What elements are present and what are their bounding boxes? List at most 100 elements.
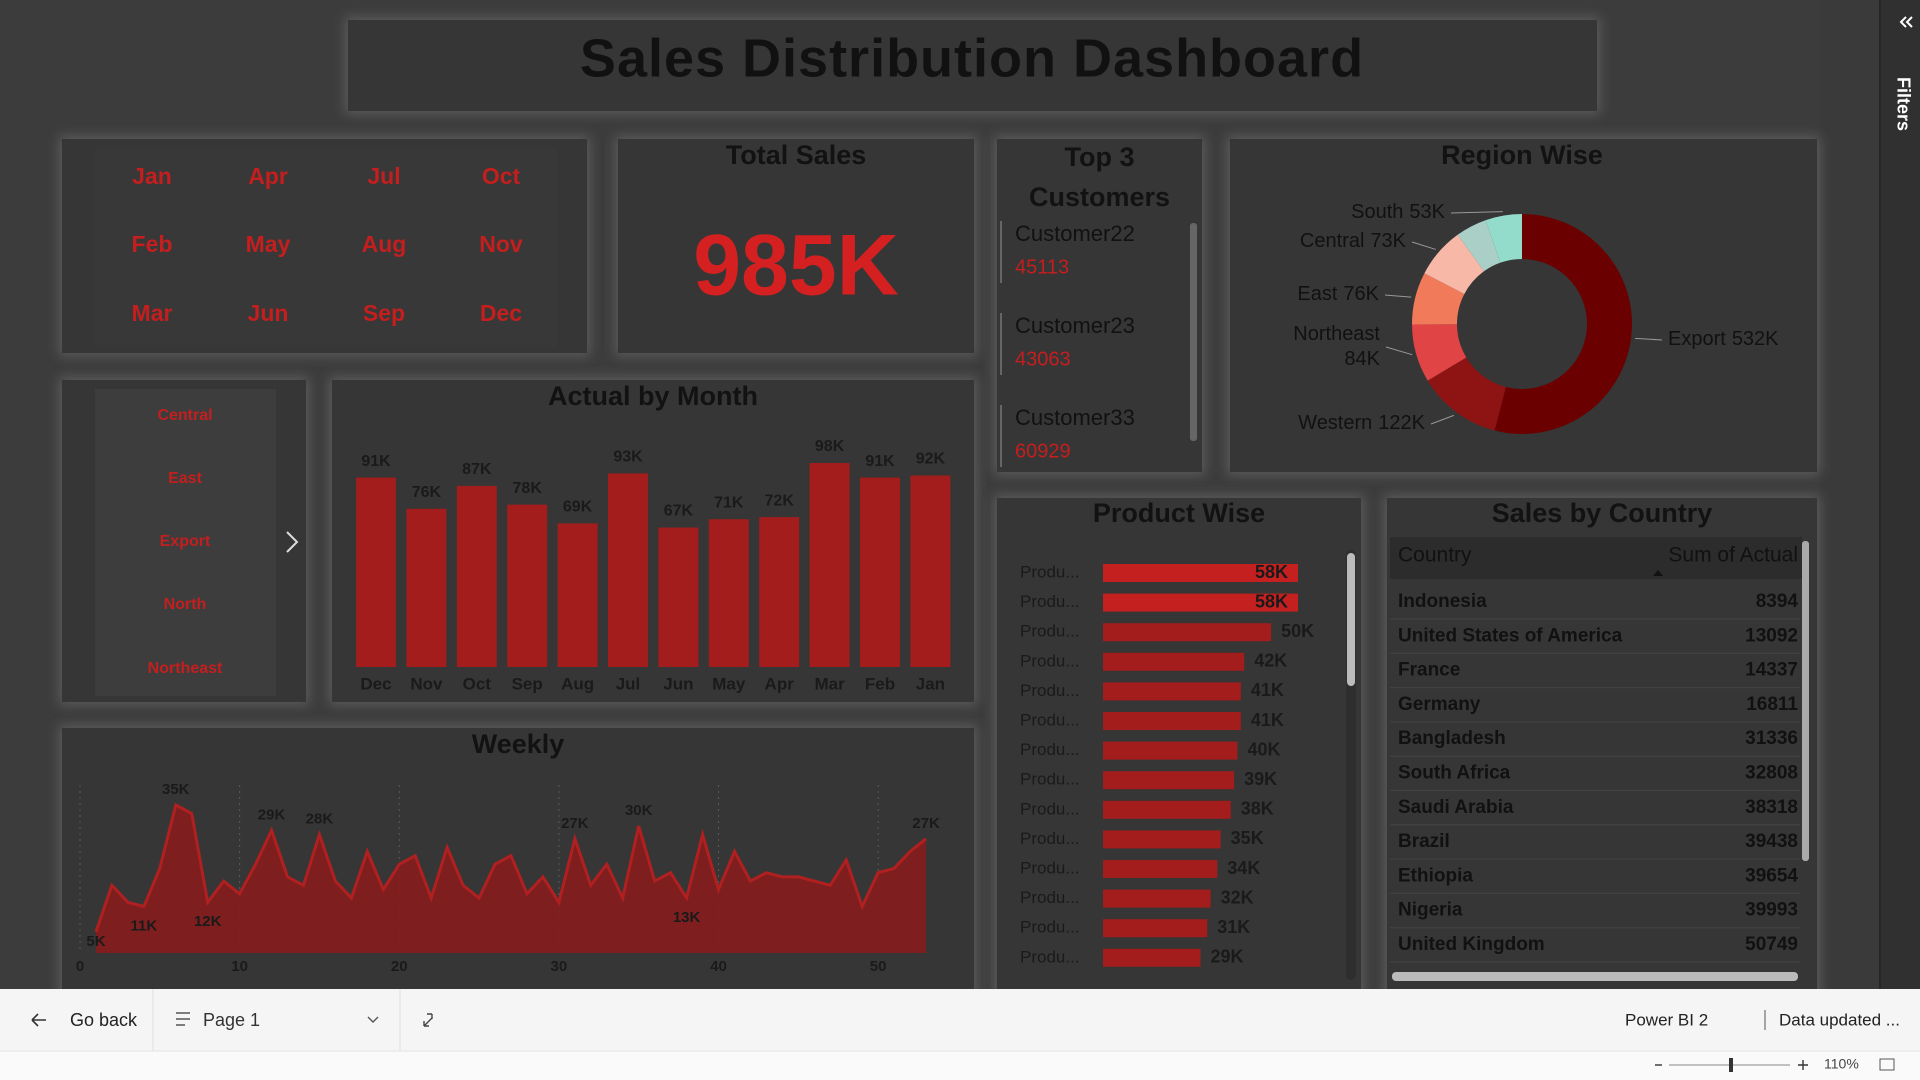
table-cell: 39438 <box>1745 831 1798 852</box>
scrollbar-h[interactable] <box>1392 972 1798 981</box>
bar <box>557 523 598 667</box>
x-tick-label: Jun <box>663 674 693 693</box>
top-customers-title: Top 3 Customers <box>1028 142 1171 212</box>
x-tick-label: Feb <box>865 674 895 693</box>
bar-value-label: 35K <box>1231 828 1264 848</box>
month-option[interactable]: Apr <box>248 163 288 189</box>
bar-value-label: 58K <box>1255 562 1288 582</box>
table-cell: Bangladesh <box>1398 728 1506 749</box>
leader-line <box>1635 337 1663 341</box>
table-cell: France <box>1398 660 1460 681</box>
chart-title: Product Wise <box>1093 498 1265 528</box>
customer-sales: 60929 <box>1015 440 1071 462</box>
bar-value-label: 92K <box>916 451 946 468</box>
collapse-icon[interactable] <box>1899 16 1913 28</box>
table-cell: 13092 <box>1745 625 1798 646</box>
month-option[interactable]: Feb <box>132 231 173 257</box>
leader-line <box>1384 294 1412 298</box>
slice-category: Export <box>1668 328 1726 350</box>
y-tick-label: Produ... <box>1020 918 1080 937</box>
region-option[interactable]: East <box>168 470 202 487</box>
y-tick-label: Produ... <box>1020 622 1080 641</box>
point-label: 13K <box>673 909 701 926</box>
bar-value-label: 98K <box>815 438 845 455</box>
table-cell: 39654 <box>1745 865 1798 886</box>
bar <box>1103 830 1221 849</box>
region-option[interactable]: North <box>164 596 207 613</box>
month-option[interactable]: Aug <box>362 231 407 257</box>
dropdown-icon[interactable] <box>367 1016 379 1023</box>
x-tick-label: Apr <box>765 674 795 693</box>
slicer-box <box>95 147 557 347</box>
status-bar <box>0 1051 1920 1080</box>
x-tick-label: Sep <box>512 674 543 693</box>
data-status: Data updated ... <box>1779 1010 1900 1029</box>
page-selector[interactable]: Page 1 <box>203 1010 260 1030</box>
y-tick-label: Produ... <box>1020 592 1080 611</box>
x-tick-label: Mar <box>814 674 845 693</box>
bar-value-label: 91K <box>361 453 391 470</box>
x-tick-label: 30 <box>551 958 568 975</box>
y-tick-label: Produ... <box>1020 740 1080 759</box>
column-header[interactable]: Sum of Actual <box>1668 544 1798 567</box>
bar-value-label: 32K <box>1221 887 1254 907</box>
month-option[interactable]: Oct <box>482 163 521 189</box>
point-label: 30K <box>625 802 653 819</box>
zoom-level: 110% <box>1824 1056 1859 1072</box>
month-option[interactable]: Jul <box>367 163 400 189</box>
y-tick-label: Produ... <box>1020 651 1080 670</box>
y-tick-label: Produ... <box>1020 829 1080 848</box>
fit-icon[interactable] <box>423 1013 433 1027</box>
region-slicer-box <box>95 389 276 696</box>
x-tick-label: 50 <box>870 958 887 975</box>
zoom-thumb[interactable] <box>1729 1058 1733 1072</box>
slice-label: South 53K <box>1351 201 1446 223</box>
month-option[interactable]: Dec <box>480 300 522 326</box>
month-option[interactable]: Nov <box>479 231 523 257</box>
filters-label[interactable]: Filters <box>1893 77 1913 131</box>
chart-title: Region Wise <box>1441 140 1603 170</box>
month-option[interactable]: Jun <box>248 300 289 326</box>
scrollbar[interactable] <box>1347 553 1355 686</box>
scrollbar[interactable] <box>1802 541 1809 861</box>
gutter <box>1820 0 1880 989</box>
table-cell: 38318 <box>1745 797 1798 818</box>
y-tick-label: Produ... <box>1020 562 1080 581</box>
table-cell: Saudi Arabia <box>1398 797 1514 818</box>
month-option[interactable]: Sep <box>363 300 405 326</box>
point-label: 27K <box>912 815 940 832</box>
slice-category: East <box>1297 283 1337 305</box>
bar <box>1103 771 1235 790</box>
point-label: 35K <box>162 781 190 798</box>
donut-slice <box>1485 214 1522 263</box>
x-tick-label: Aug <box>561 674 594 693</box>
x-tick-label: 0 <box>76 958 84 975</box>
slicer-next[interactable] <box>286 531 299 553</box>
bar <box>860 477 900 667</box>
month-option[interactable]: Jan <box>132 163 172 189</box>
back-icon[interactable] <box>31 1013 46 1027</box>
zoom-in[interactable] <box>1798 1060 1808 1070</box>
report-name: Power BI 2 <box>1625 1010 1708 1029</box>
table-header-bg <box>1390 537 1802 579</box>
scrollbar[interactable] <box>1190 223 1197 441</box>
slice-value: 53K <box>1409 201 1445 223</box>
filters-pane[interactable] <box>1880 0 1920 989</box>
go-back[interactable]: Go back <box>70 1010 138 1030</box>
fit-page[interactable] <box>1879 1058 1895 1071</box>
slice-category: Central <box>1300 230 1364 252</box>
bar <box>1103 712 1241 730</box>
month-option[interactable]: May <box>246 231 291 257</box>
customer-sales: 43063 <box>1015 348 1071 370</box>
slice-label: Western 122K <box>1298 412 1425 434</box>
region-option[interactable]: Central <box>157 407 212 424</box>
leader-line <box>1411 241 1436 250</box>
bar-value-label: 41K <box>1251 710 1284 730</box>
sort-indicator <box>1653 570 1663 576</box>
region-option[interactable]: Northeast <box>148 660 223 677</box>
bar-value-label: 50K <box>1281 621 1314 641</box>
point-label: 12K <box>194 913 222 930</box>
region-option[interactable]: Export <box>160 533 211 550</box>
month-option[interactable]: Mar <box>132 300 173 326</box>
